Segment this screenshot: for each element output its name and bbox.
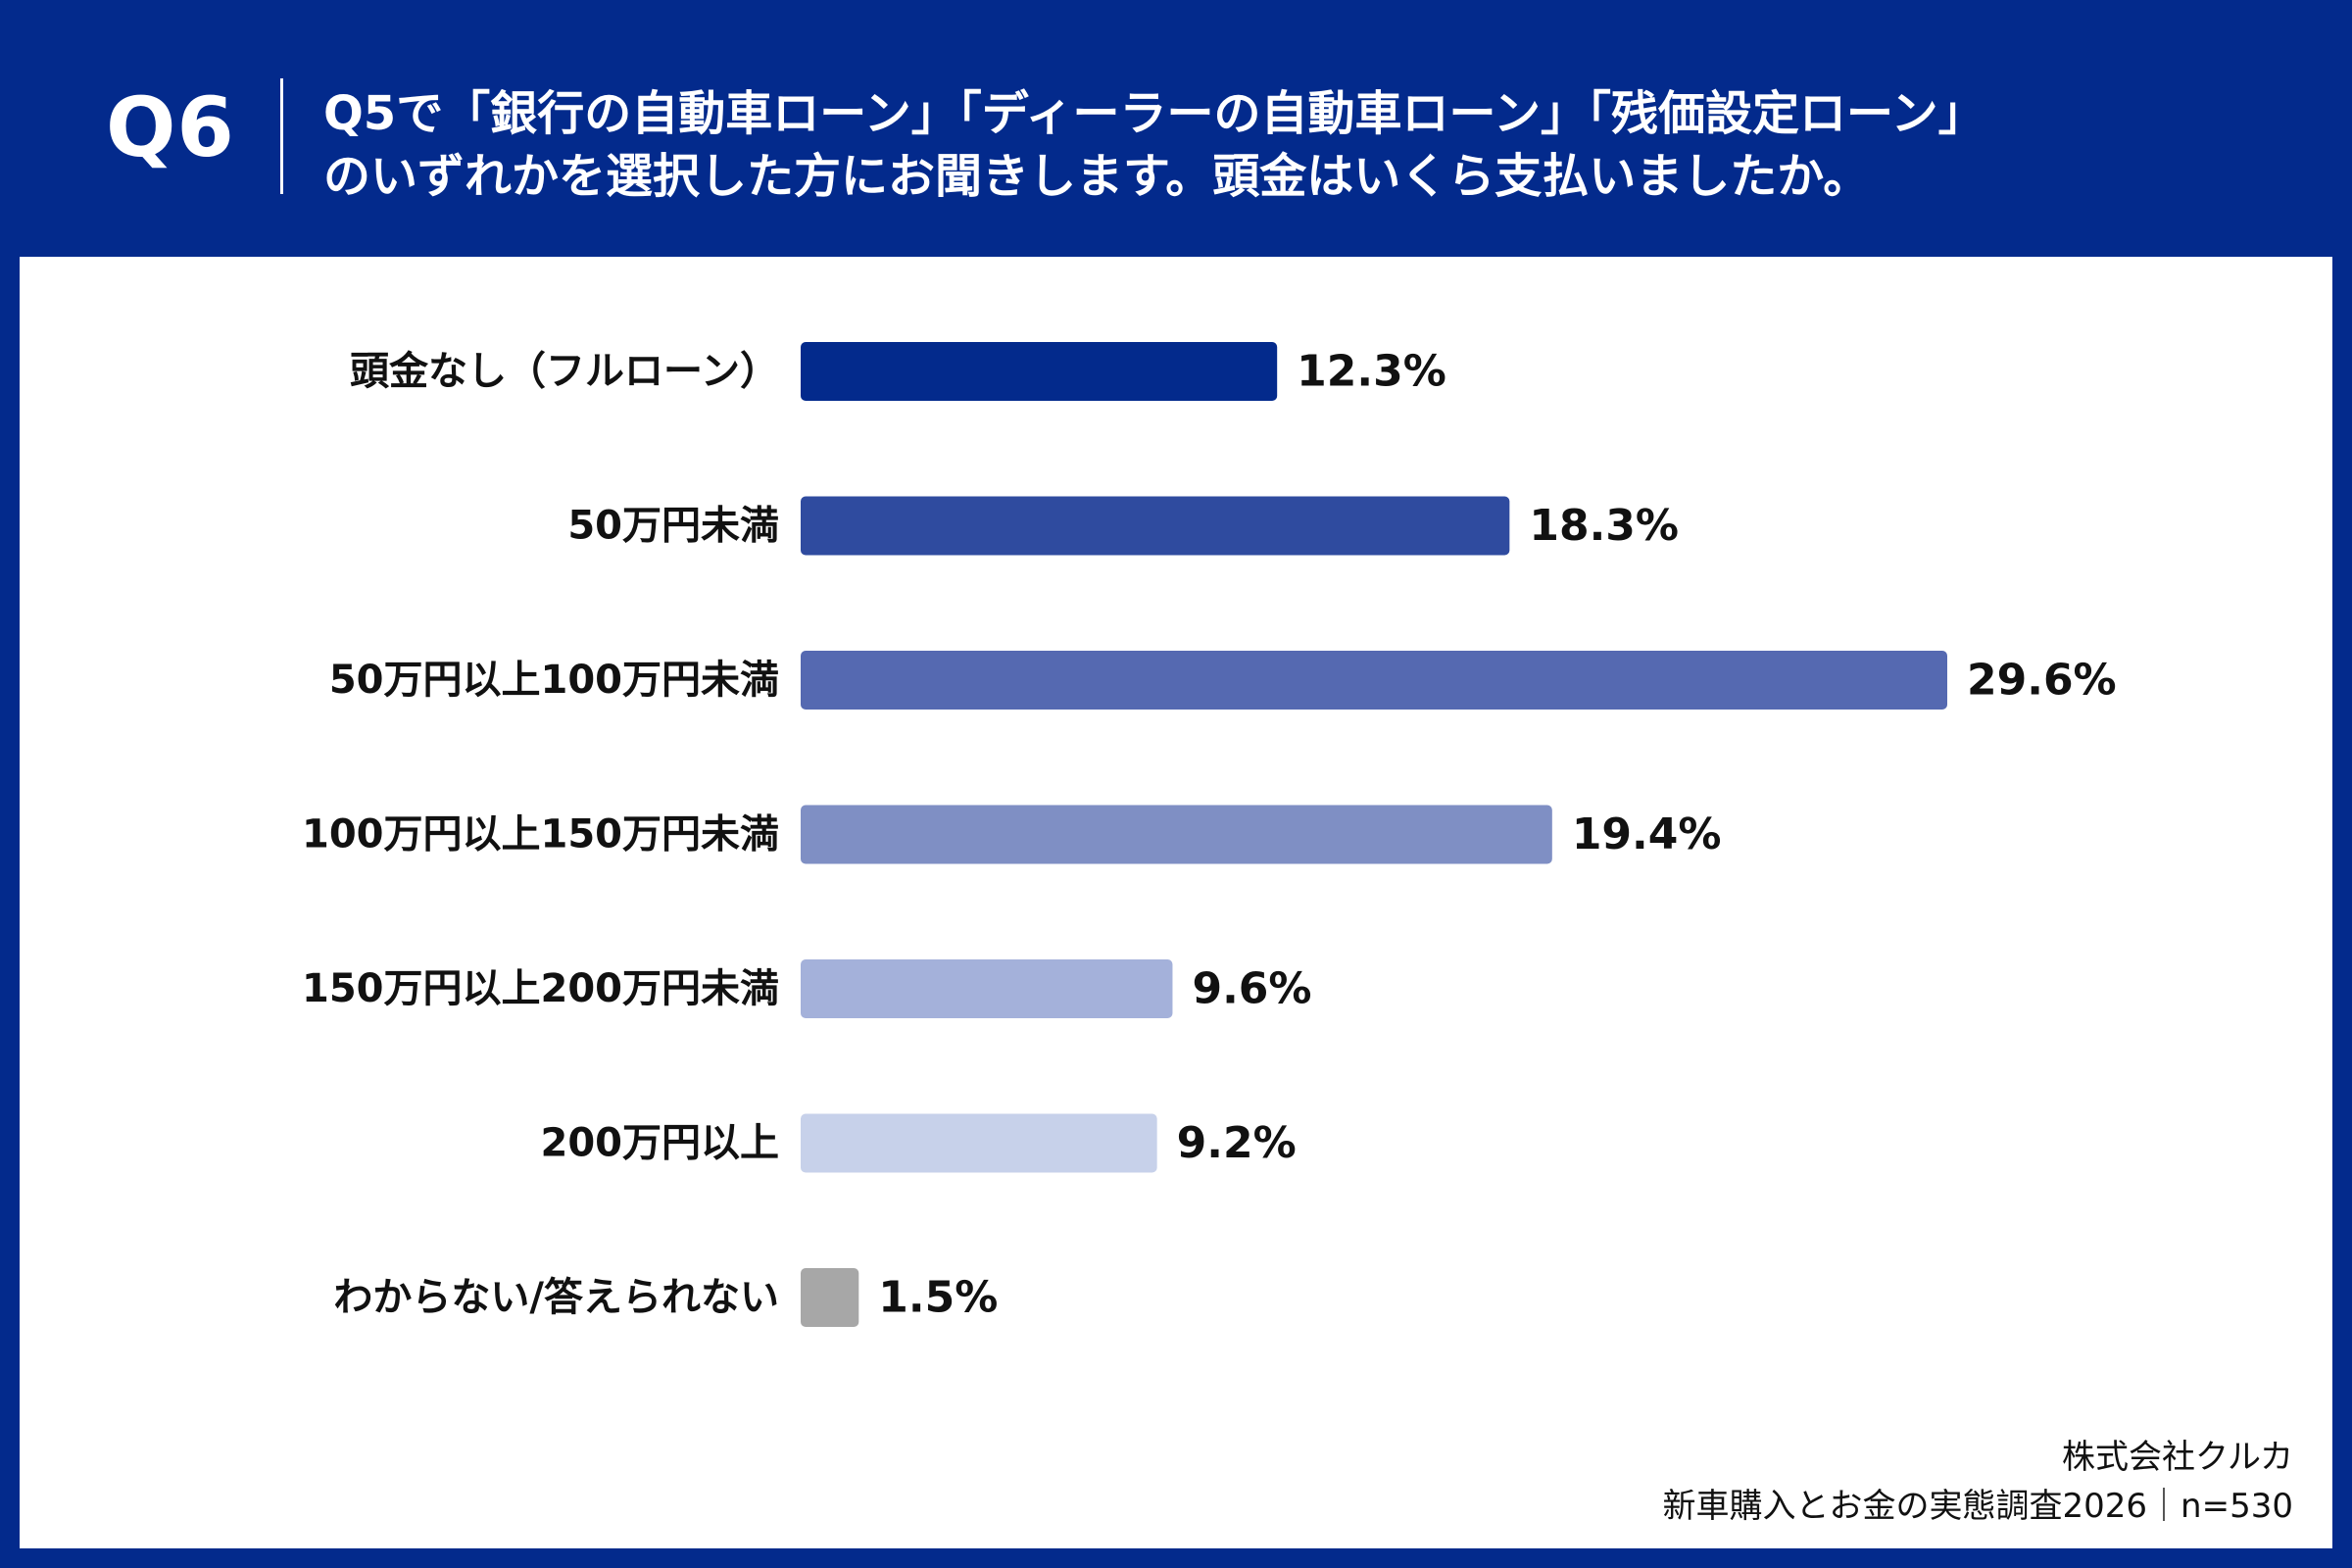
value-label: 12.3% — [1297, 347, 1446, 397]
company-name: 株式会社クルカ — [2062, 1438, 2293, 1477]
category-label: 200万円以上 — [541, 1121, 780, 1166]
source-footer: 株式会社クルカ 新車購入とお金の実態調査2026｜n=530 — [1663, 1433, 2293, 1531]
bar — [801, 1113, 1157, 1173]
category-label: わからない/答えられない — [333, 1275, 779, 1320]
value-label: 9.2% — [1177, 1118, 1297, 1168]
category-label: 150万円以上200万円未満 — [302, 966, 779, 1011]
value-label: 19.4% — [1572, 809, 1722, 859]
value-label: 9.6% — [1192, 964, 1311, 1014]
header-divider — [280, 78, 283, 194]
category-label: 頭金なし（フルローン） — [350, 349, 779, 394]
question-header: Q6 Q5で「銀行の自動車ローン」「ディーラーの自動車ローン」「残価設定ローン」… — [0, 0, 2352, 255]
bar — [801, 342, 1278, 401]
value-label: 1.5% — [878, 1273, 998, 1323]
question-text: Q5で「銀行の自動車ローン」「ディーラーの自動車ローン」「残価設定ローン」 のい… — [323, 82, 2264, 208]
bar — [801, 959, 1173, 1018]
question-line-2: のいずれかを選択した方にお聞きします。頭金はいくら支払いましたか。 — [323, 149, 1871, 204]
question-number: Q6 — [106, 79, 235, 175]
bar-chart: 頭金なし（フルローン） 12.3% 50万円未満 18.3% 50万円以上100万円未満… — [302, 342, 2117, 1327]
bar — [801, 651, 1947, 710]
category-label: 50万円以上100万円未満 — [329, 658, 779, 703]
value-label: 29.6% — [1967, 656, 2117, 706]
chart-panel: 頭金なし（フルローン） 12.3% 50万円未満 18.3% 50万円以上100万円未満… — [20, 257, 2332, 1548]
survey-info: 新車購入とお金の実態調査2026｜n=530 — [1662, 1487, 2293, 1526]
bar — [801, 805, 1552, 864]
bar — [801, 1268, 859, 1327]
value-label: 18.3% — [1529, 501, 1679, 551]
question-line-1: Q5で「銀行の自動車ローン」「ディーラーの自動車ローン」「残価設定ローン」 — [323, 86, 1985, 141]
category-label: 100万円以上150万円未満 — [302, 812, 779, 858]
bar — [801, 496, 1510, 556]
category-label: 50万円未満 — [567, 504, 779, 549]
